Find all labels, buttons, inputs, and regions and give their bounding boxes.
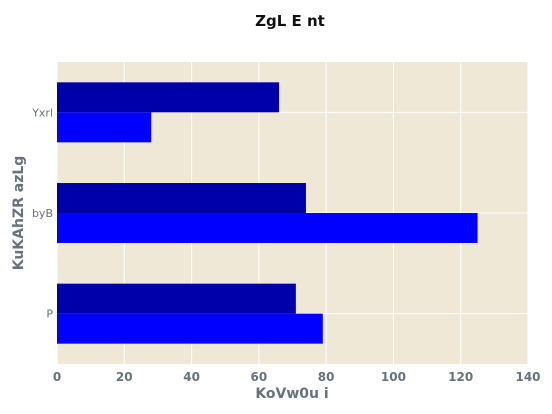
bar <box>57 283 296 314</box>
bar <box>57 82 280 113</box>
y-tick-label: P <box>46 308 53 321</box>
bar <box>57 112 152 143</box>
x-tick-label: 0 <box>53 370 61 384</box>
bar <box>57 213 478 243</box>
x-tick-label: 120 <box>448 370 473 384</box>
bar <box>57 183 306 213</box>
x-tick-labels: 0 20 40 60 80 100 120 140 <box>53 370 541 384</box>
y-tick-label: byB <box>32 207 53 220</box>
bars <box>57 82 478 344</box>
x-tick-label: 140 <box>515 370 540 384</box>
x-tick-label: 100 <box>381 370 406 384</box>
x-tick-label: 60 <box>251 370 268 384</box>
x-tick-label: 20 <box>116 370 133 384</box>
x-tick-label: 40 <box>183 370 200 384</box>
y-tick-label: Yxrl <box>31 106 53 119</box>
x-tick-label: 80 <box>318 370 335 384</box>
chart-title: ZgL E nt <box>255 12 325 30</box>
x-axis-title: KoVw0u i <box>255 386 328 402</box>
bar <box>57 313 323 344</box>
y-axis-title: KuKAhZR azLg <box>11 156 27 271</box>
